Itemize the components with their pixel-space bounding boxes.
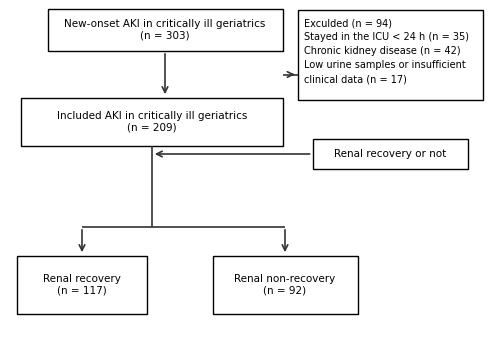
Text: Renal recovery
(n = 117): Renal recovery (n = 117) [43,274,121,296]
Text: Exculded (n = 94)
Stayed in the ICU < 24 h (n = 35)
Chronic kidney disease (n = : Exculded (n = 94) Stayed in the ICU < 24… [304,18,468,84]
Bar [48,9,282,51]
Bar [312,139,468,169]
Bar [298,10,482,100]
Bar [212,256,358,314]
Text: Renal non-recovery
(n = 92): Renal non-recovery (n = 92) [234,274,336,296]
Bar [17,256,147,314]
Text: New-onset AKI in critically ill geriatrics
(n = 303): New-onset AKI in critically ill geriatri… [64,19,266,41]
Bar [21,98,283,146]
Text: Renal recovery or not: Renal recovery or not [334,149,446,159]
Text: Included AKI in critically ill geriatrics
(n = 209): Included AKI in critically ill geriatric… [57,111,247,133]
